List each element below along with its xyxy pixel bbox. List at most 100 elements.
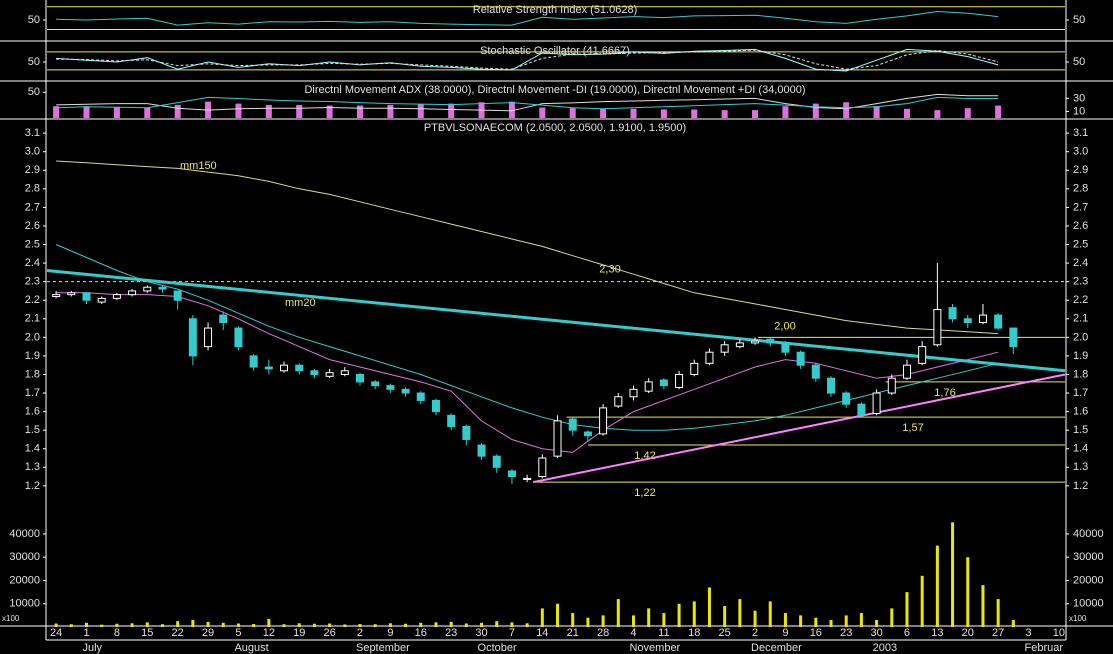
- y-tick-label: 20000: [1073, 574, 1104, 586]
- month-label: October: [478, 642, 517, 654]
- indicator-bar: [356, 105, 363, 118]
- indicator-bar: [721, 110, 728, 118]
- candle-body: [644, 381, 653, 392]
- y-tick-label: 2.9: [1073, 164, 1088, 176]
- y-tick-label: 50: [1073, 56, 1085, 68]
- volume-bar: [859, 613, 863, 627]
- candle-body: [827, 377, 836, 394]
- y-tick-label: 10: [1073, 105, 1085, 117]
- volume-bar: [890, 608, 894, 627]
- volume-bar: [935, 545, 939, 627]
- candle-body: [705, 351, 714, 364]
- candle-body: [462, 425, 471, 440]
- candle-body: [690, 362, 699, 375]
- indicator-bar: [812, 103, 819, 118]
- candle-body: [158, 286, 167, 290]
- month-label: November: [629, 642, 680, 654]
- candle-body: [553, 420, 562, 457]
- y-tick-label: 40000: [9, 528, 40, 540]
- candle-body: [963, 318, 972, 323]
- volume-bar: [252, 623, 256, 627]
- month-label: Februar: [1025, 642, 1064, 654]
- volume-bar: [768, 601, 772, 627]
- y-tick-label: 2.1: [25, 313, 40, 325]
- volume-bar: [297, 623, 301, 627]
- volume-bar: [388, 623, 392, 627]
- volume-bar: [601, 615, 605, 627]
- volume-bar: [176, 621, 180, 627]
- volume-bar: [677, 603, 681, 627]
- candle-body: [128, 290, 137, 296]
- candle-body: [751, 340, 760, 344]
- volume-bar: [829, 620, 833, 627]
- volume-bar: [920, 575, 924, 627]
- y-tick-label: 2.2: [25, 294, 40, 306]
- y-tick-label: 2.0: [1073, 331, 1088, 343]
- volume-bar: [707, 587, 711, 627]
- indicator-line: [56, 10, 999, 26]
- y-tick-label: 2.5: [1073, 238, 1088, 250]
- candle-body: [112, 294, 121, 299]
- indicator-bar: [144, 107, 151, 118]
- x-tick-label: 24: [50, 627, 62, 639]
- trendline: [46, 269, 1066, 373]
- y-tick-label: 1.4: [25, 443, 40, 455]
- panel-title: Directnl Movement ADX (38.0000), Directn…: [304, 84, 805, 96]
- level-label: 1,22: [634, 487, 655, 499]
- volume-bar: [328, 623, 332, 627]
- indicator-bar: [448, 103, 455, 118]
- candle-body: [872, 392, 881, 414]
- y-tick-label: 1.9: [25, 350, 40, 362]
- volume-bar: [510, 622, 514, 627]
- candle-body: [97, 297, 106, 303]
- y-tick-label: 2.3: [25, 276, 40, 288]
- y-tick-label: 3.0: [25, 146, 40, 158]
- volume-bar: [191, 620, 195, 627]
- volume-bar: [495, 621, 499, 627]
- y-tick-label: 1.2: [25, 480, 40, 492]
- candle-body: [492, 455, 501, 468]
- volume-bar: [571, 613, 575, 627]
- volume-bar: [373, 624, 377, 627]
- indicator-bar: [174, 104, 181, 118]
- indicator-bar: [235, 103, 242, 118]
- volume-bar: [419, 622, 423, 627]
- x-tick-label: 9: [782, 627, 788, 639]
- candle-body: [811, 364, 820, 379]
- candle-body: [659, 379, 668, 387]
- x-tick-label: 9: [387, 627, 393, 639]
- volume-bar: [951, 522, 955, 627]
- candle-body: [948, 307, 957, 320]
- unit-label: x100: [2, 614, 20, 623]
- y-tick-label: 20000: [9, 574, 40, 586]
- volume-bar: [586, 617, 590, 627]
- x-tick-label: 30: [870, 627, 882, 639]
- candle-body: [842, 392, 851, 405]
- month-label: September: [356, 642, 410, 654]
- volume-bar: [844, 615, 848, 627]
- indicator-bar: [691, 109, 698, 118]
- x-tick-label: 14: [536, 627, 548, 639]
- x-tick-label: 27: [992, 627, 1004, 639]
- volume-bar: [1011, 620, 1015, 627]
- candle-body: [431, 399, 440, 413]
- candle-body: [614, 396, 623, 407]
- candle-body: [857, 403, 866, 416]
- candle-body: [675, 373, 684, 388]
- candle-body: [325, 372, 334, 377]
- volume-bar: [145, 622, 149, 627]
- candle-body: [933, 309, 942, 346]
- y-tick-label: 30000: [9, 551, 40, 563]
- candle-body: [416, 392, 425, 401]
- x-tick-label: 4: [630, 627, 636, 639]
- volume-bar: [525, 623, 529, 627]
- indicator-line: [56, 48, 999, 72]
- y-tick-label: 10000: [9, 598, 40, 610]
- indicator-bar: [539, 107, 546, 118]
- candle-body: [538, 457, 547, 478]
- y-tick-label: 2.6: [1073, 220, 1088, 232]
- candle-body: [280, 364, 289, 372]
- y-tick-label: 30000: [1073, 551, 1104, 563]
- indicator-bar: [265, 104, 272, 118]
- candle-body: [902, 364, 911, 379]
